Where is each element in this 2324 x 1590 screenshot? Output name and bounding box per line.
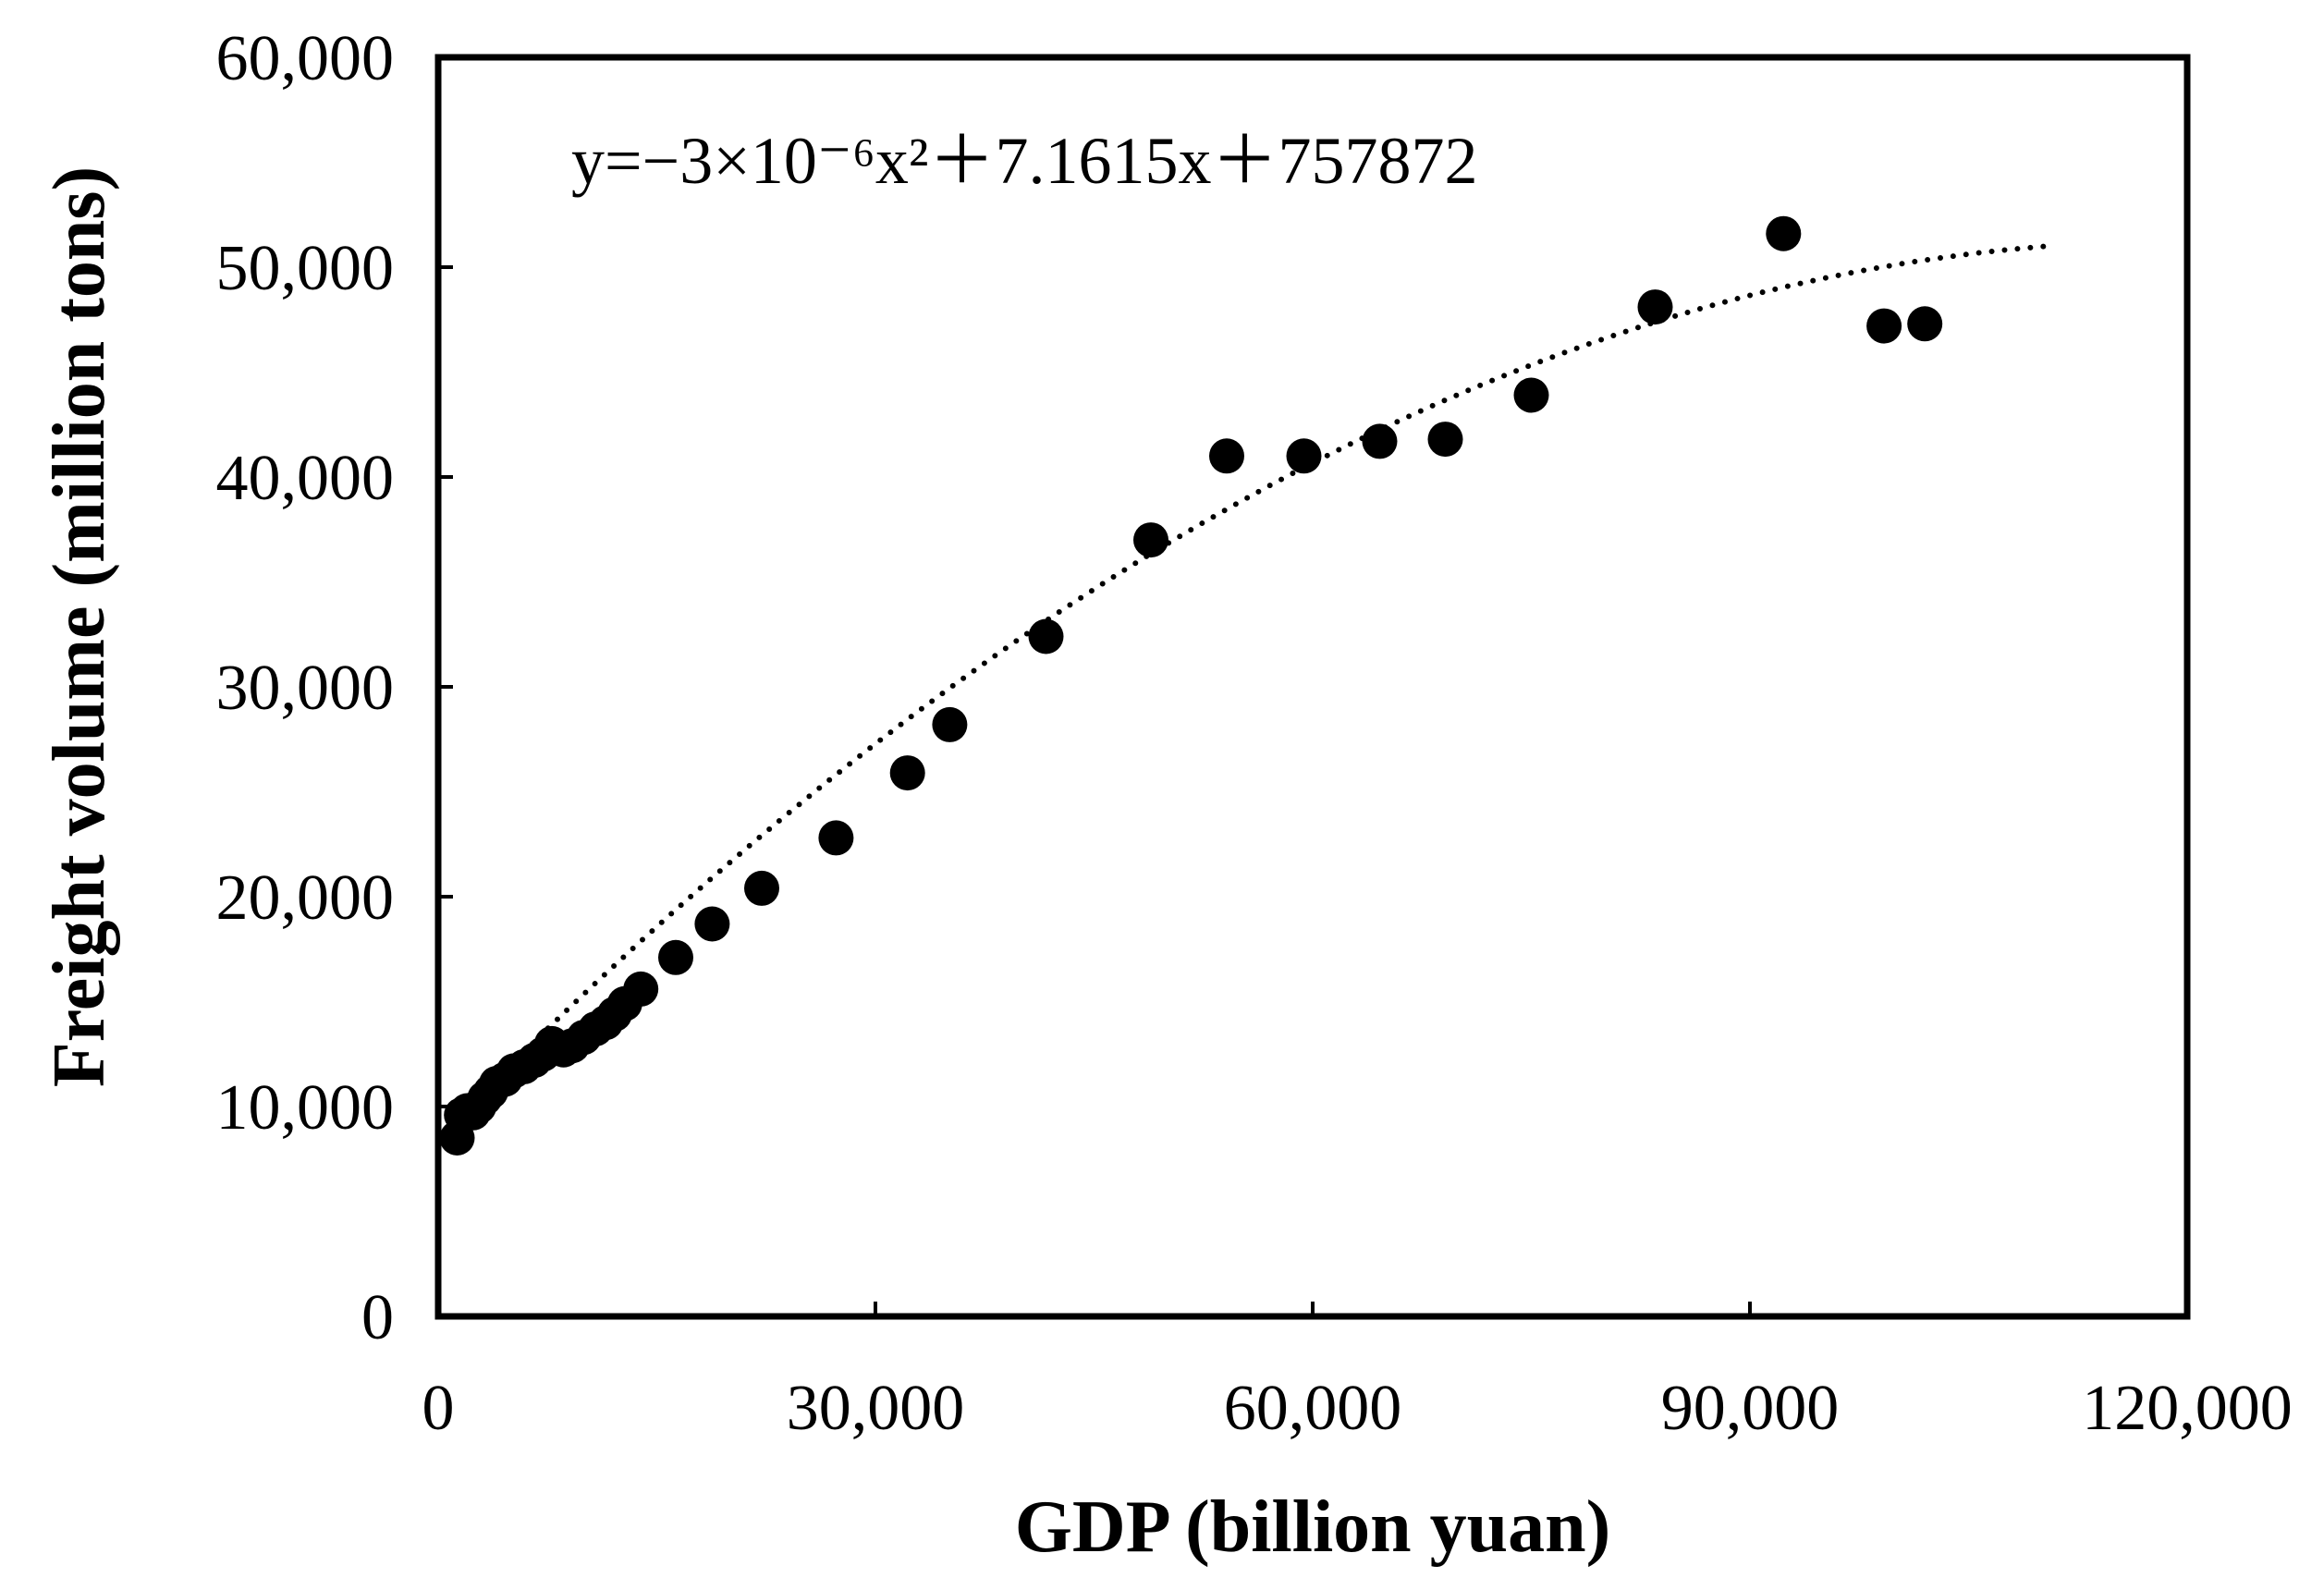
data-point <box>658 939 693 975</box>
x-tick-label: 30,000 <box>787 1373 965 1444</box>
data-point <box>1286 438 1322 474</box>
data-point <box>818 820 854 856</box>
x-tick-label: 0 <box>422 1373 455 1444</box>
y-axis-title: Freight volume (million tons) <box>39 166 120 1087</box>
x-axis-title: GDP (billion yuan) <box>1015 1486 1611 1568</box>
y-tick-labels: 0 10,000 20,000 30,000 40,000 50,000 60,000 <box>216 23 395 1353</box>
y-tick-label: 20,000 <box>216 862 395 934</box>
data-point <box>1513 377 1549 413</box>
data-point <box>1766 215 1802 251</box>
data-point <box>623 971 659 1007</box>
trendline-equation: y=−3×10⁻⁶x²＋7.1615x＋757872 <box>571 124 1478 198</box>
data-point <box>1362 423 1398 459</box>
data-point <box>1427 422 1463 458</box>
data-point <box>1907 306 1943 342</box>
data-point <box>1637 289 1673 325</box>
y-tick-label: 50,000 <box>216 233 395 304</box>
data-point <box>932 706 968 742</box>
y-tick-label: 0 <box>361 1282 394 1353</box>
x-tick-label: 60,000 <box>1224 1373 1402 1444</box>
y-tick-label: 60,000 <box>216 23 395 94</box>
tick-marks-layer <box>436 55 2189 1318</box>
x-tick-labels: 0 30,000 60,000 90,000 120,000 <box>422 1373 2293 1444</box>
data-points-layer <box>439 215 1943 1156</box>
trendline-layer <box>435 242 2060 1141</box>
data-point <box>1866 308 1902 344</box>
data-point <box>1028 618 1064 654</box>
data-point <box>1133 522 1168 558</box>
y-tick-label: 40,000 <box>216 443 395 514</box>
x-tick-label: 120,000 <box>2082 1373 2293 1444</box>
data-point <box>694 906 730 942</box>
data-point <box>889 755 925 791</box>
data-point <box>744 870 779 906</box>
x-tick-label: 90,000 <box>1661 1373 1840 1444</box>
trendline-curve <box>435 242 2060 1141</box>
data-point <box>1209 438 1244 474</box>
y-tick-label: 10,000 <box>216 1072 395 1144</box>
y-tick-label: 30,000 <box>216 653 395 724</box>
